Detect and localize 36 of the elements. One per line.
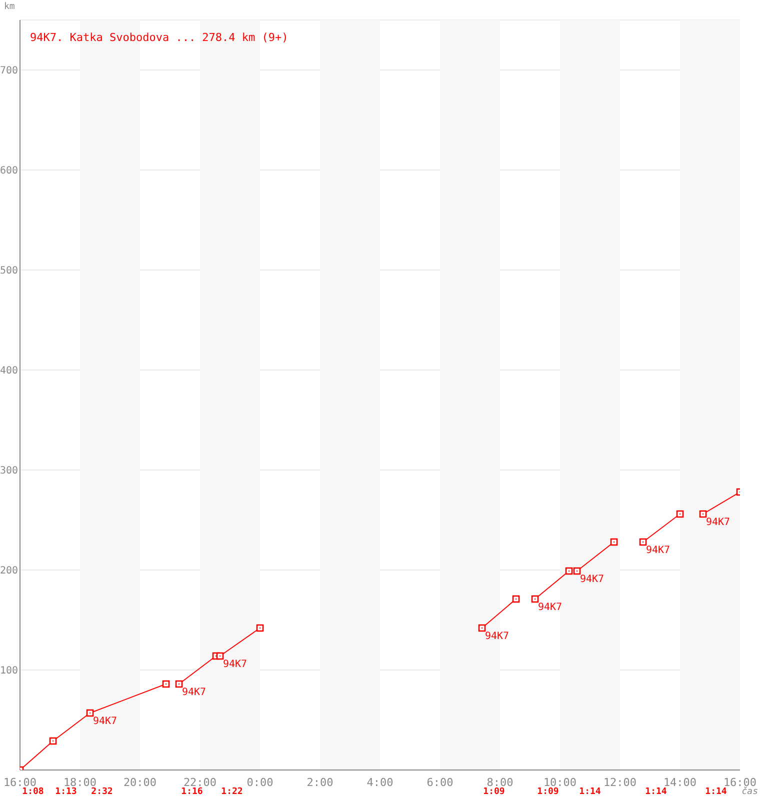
annotation: 94K7 (706, 517, 730, 528)
x-tick-label: 6:00 (426, 776, 454, 789)
text: 1:14 (704, 787, 728, 797)
y-tick-label: 500 (0, 266, 18, 277)
annotation: 94K7 (580, 574, 604, 585)
x-tick-label: 12:00 (603, 776, 637, 789)
text: 1:09 (536, 787, 560, 797)
annotation: 94K7 (646, 545, 670, 556)
text: 1:08 (21, 787, 45, 797)
annotation: 94K7 (93, 716, 118, 727)
x-tick-label: 20:00 (123, 776, 157, 789)
y-tick-label: 700 (0, 66, 18, 77)
y-tick-label: 300 (0, 466, 18, 477)
text: 94K7. Katka Svobodova ... 278.4 km (9+) (30, 31, 288, 44)
y-tick-label: 100 (0, 666, 18, 677)
y-tick-label: 200 (0, 566, 18, 577)
annotation: 94K7 (538, 602, 562, 613)
annotation: 94K7 (182, 687, 206, 698)
x-tick-label: 14:00 (663, 776, 697, 789)
x-tick-label: 0:00 (246, 776, 274, 789)
y-axis-title: km (4, 2, 15, 12)
text: 1:22 (220, 787, 244, 797)
x-tick-label: 2:00 (306, 776, 334, 789)
y-tick-label: 400 (0, 366, 18, 377)
text: 1:14 (578, 787, 602, 797)
x-tick-label: 4:00 (366, 776, 394, 789)
x-axis-title: čas (742, 787, 758, 797)
text: 1:14 (644, 787, 668, 797)
text: 2:32 (90, 787, 114, 797)
annotation: 94K7 (223, 659, 248, 670)
y-tick-label: 600 (0, 166, 18, 177)
text: 1:13 (54, 787, 78, 797)
text: 1:16 (180, 787, 204, 797)
annotation: 94K7 (485, 631, 510, 642)
text: 1:09 (482, 787, 506, 797)
x-tick-label: 16:00 (723, 776, 757, 789)
